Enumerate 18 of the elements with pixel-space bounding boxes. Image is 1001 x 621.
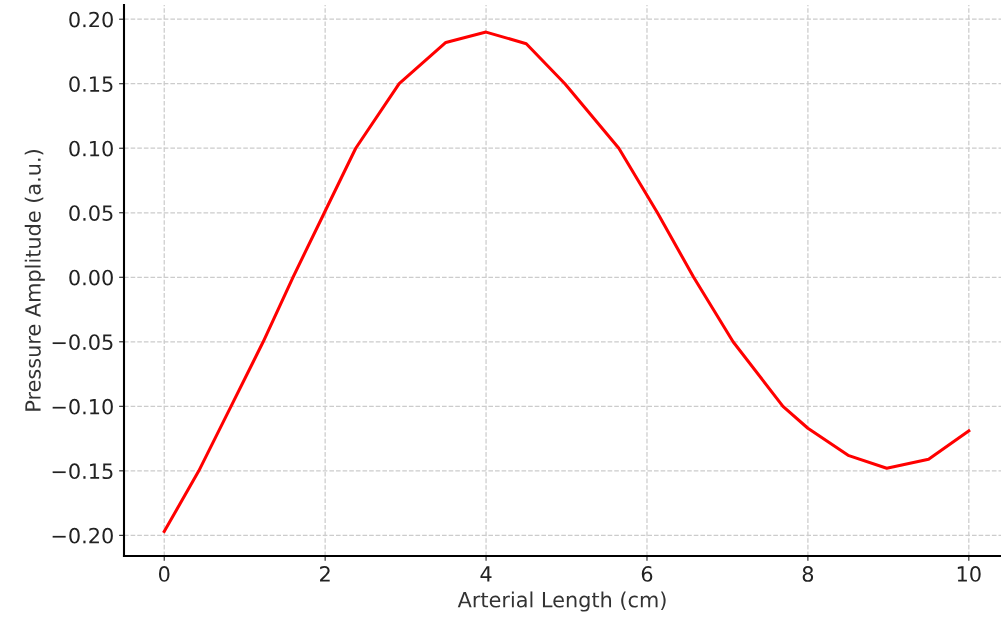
x-tick-label: 8 bbox=[802, 566, 814, 582]
line-series bbox=[162, 30, 971, 534]
y-axis-title: Pressure Amplitude (a.u.) bbox=[24, 150, 45, 411]
y-tick-label: 0.10 bbox=[69, 140, 113, 157]
x-tick-label: 0 bbox=[158, 566, 170, 582]
y-tick-label: −0.15 bbox=[52, 463, 113, 480]
x-tick-label: 10 bbox=[957, 566, 981, 582]
y-tick-label: 0.15 bbox=[69, 76, 113, 92]
y-tick-label: −0.20 bbox=[52, 527, 113, 544]
y-tick-label: 0.05 bbox=[69, 205, 113, 221]
x-tick-label: 2 bbox=[320, 566, 330, 582]
x-tick-label: 4 bbox=[480, 566, 492, 582]
y-tick-label: −0.05 bbox=[52, 334, 113, 351]
y-tick-label: 0.20 bbox=[69, 11, 113, 28]
x-axis-title: Arterial Length (cm) bbox=[457, 591, 666, 612]
y-tick-label: 0.00 bbox=[69, 269, 113, 286]
y-tick-label: −0.10 bbox=[52, 398, 113, 415]
x-tick-label: 6 bbox=[641, 566, 653, 582]
